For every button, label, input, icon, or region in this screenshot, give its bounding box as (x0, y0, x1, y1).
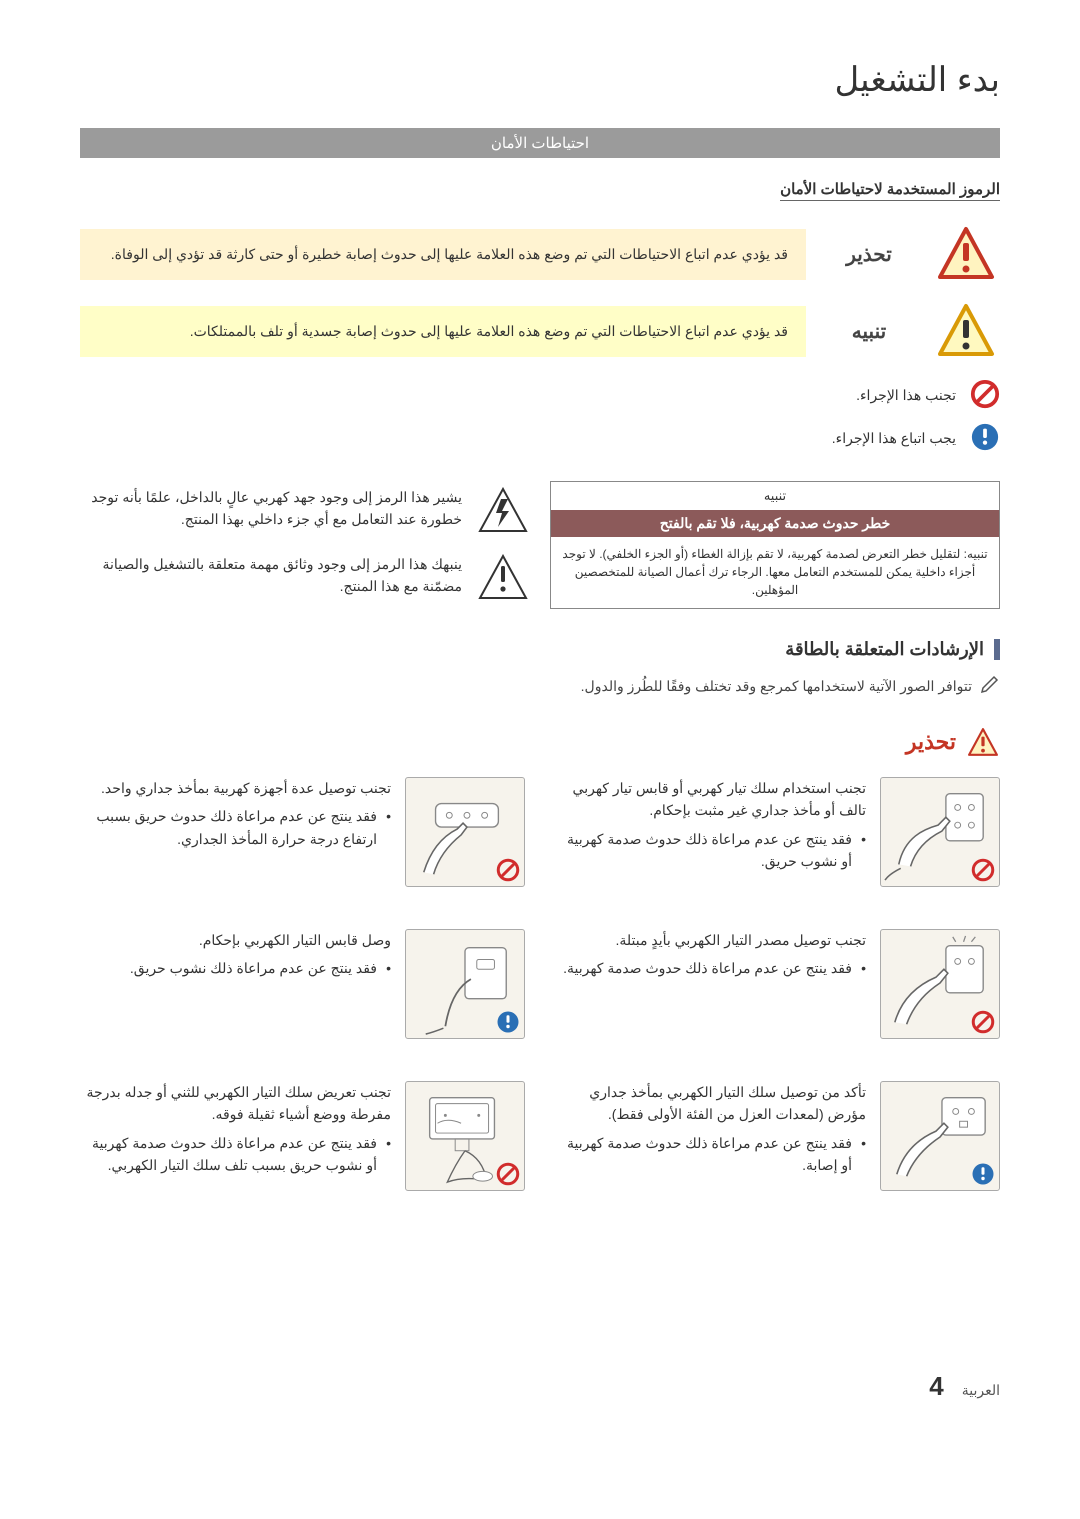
tip-illustration (405, 929, 525, 1039)
note-pencil-icon (980, 674, 1000, 699)
bolt-explain-row: يشير هذا الرمز إلى وجود جهد كهربي عالٍ ب… (80, 487, 528, 536)
excl-explain-row: ينبهك هذا الرمز إلى وجود وثائق مهمة متعل… (80, 554, 528, 603)
avoid-text: تجنب هذا الإجراء. (856, 387, 956, 404)
tip-text: وصل قابس التيار الكهربي بإحكام. فقد ينتج… (80, 929, 391, 980)
prohibit-icon (496, 858, 520, 882)
prohibit-icon (496, 1162, 520, 1186)
shock-box-band: خطر حدوث صدمة كهربية، فلا تقم بالفتح (551, 510, 999, 537)
small-row-avoid: تجنب هذا الإجراء. (80, 379, 1000, 412)
tip-text: تجنب توصيل مصدر التيار الكهربي بأيدٍ مبت… (555, 929, 866, 980)
reference-note-text: تتوافر الصور الآتية لاستخدامها كمرجع وقد… (581, 678, 972, 695)
tip-text: تجنب تعريض سلك التيار الكهربي للثني أو ج… (80, 1081, 391, 1177)
page-number: 4 (929, 1371, 943, 1402)
tip-block: وصل قابس التيار الكهربي بإحكام. فقد ينتج… (80, 929, 525, 1039)
tip-block: تجنب توصيل مصدر التيار الكهربي بأيدٍ مبت… (555, 929, 1000, 1039)
excl-triangle-icon (478, 554, 528, 603)
tip-text: تجنب توصيل عدة أجهزة كهربية بمأخذ جداري … (80, 777, 391, 850)
caution-triangle-icon (932, 302, 1000, 361)
symbols-heading: الرموز المستخدمة لاحتياطات الأمان (80, 180, 1000, 207)
must-do-icon (496, 1010, 520, 1034)
small-row-must: يجب اتباع هذا الإجراء. (80, 422, 1000, 455)
shock-box-head: تنبيه (551, 482, 999, 510)
tip-text: تأكد من توصيل سلك التيار الكهربي بمأخذ ج… (555, 1081, 866, 1177)
reference-note: تتوافر الصور الآتية لاستخدامها كمرجع وقد… (80, 674, 1000, 699)
bolt-triangle-icon (478, 487, 528, 536)
tip-block: تجنب تعريض سلك التيار الكهربي للثني أو ج… (80, 1081, 525, 1191)
warning-heading-icon (966, 727, 1000, 757)
tip-block: تجنب توصيل عدة أجهزة كهربية بمأخذ جداري … (80, 777, 525, 887)
prohibit-icon (971, 1010, 995, 1034)
must-do-icon (971, 1162, 995, 1186)
safety-header-bar: احتياطات الأمان (80, 128, 1000, 158)
power-tips-grid: تجنب استخدام سلك تيار كهربي أو قابس تيار… (80, 777, 1000, 1191)
shock-warning-box: تنبيه خطر حدوث صدمة كهربية، فلا تقم بالف… (550, 481, 1000, 609)
tip-illustration (880, 929, 1000, 1039)
tip-illustration (405, 1081, 525, 1191)
caution-desc: قد يؤدي عدم اتباع الاحتياطات التي تم وضع… (80, 306, 806, 356)
warning-heading-text: تحذير (906, 729, 956, 755)
symbol-row-caution: تنبيه قد يؤدي عدم اتباع الاحتياطات التي … (80, 302, 1000, 361)
shock-box-body: تنبيه: لتقليل خطر التعرض لصدمة كهربية، ل… (551, 537, 999, 607)
tip-block: تأكد من توصيل سلك التيار الكهربي بمأخذ ج… (555, 1081, 1000, 1191)
tip-illustration (405, 777, 525, 887)
warning-triangle-icon (932, 225, 1000, 284)
symbol-row-warning: تحذير قد يؤدي عدم اتباع الاحتياطات التي … (80, 225, 1000, 284)
excl-explain-text: ينبهك هذا الرمز إلى وجود وثائق مهمة متعل… (80, 554, 462, 597)
tip-text: تجنب استخدام سلك تيار كهربي أو قابس تيار… (555, 777, 866, 873)
dual-info-box: تنبيه خطر حدوث صدمة كهربية، فلا تقم بالف… (80, 481, 1000, 609)
prohibit-icon (970, 379, 1000, 412)
warning-label: تحذير (824, 242, 914, 267)
caution-label: تنبيه (824, 319, 914, 344)
tip-illustration (880, 777, 1000, 887)
warning-desc: قد يؤدي عدم اتباع الاحتياطات التي تم وضع… (80, 229, 806, 279)
must-do-icon (970, 422, 1000, 455)
page-title: بدء التشغيل (80, 60, 1000, 100)
prohibit-icon (971, 858, 995, 882)
page-footer: 4 العربية (80, 1371, 1000, 1402)
page-language-label: العربية (962, 1382, 1000, 1399)
warning-heading: تحذير (80, 727, 1000, 757)
power-section-heading: الإرشادات المتعلقة بالطاقة (80, 639, 1000, 660)
must-text: يجب اتباع هذا الإجراء. (832, 430, 956, 447)
bolt-explain-text: يشير هذا الرمز إلى وجود جهد كهربي عالٍ ب… (80, 487, 462, 530)
symbol-explain-box: يشير هذا الرمز إلى وجود جهد كهربي عالٍ ب… (80, 481, 528, 609)
tip-illustration (880, 1081, 1000, 1191)
tip-block: تجنب استخدام سلك تيار كهربي أو قابس تيار… (555, 777, 1000, 887)
